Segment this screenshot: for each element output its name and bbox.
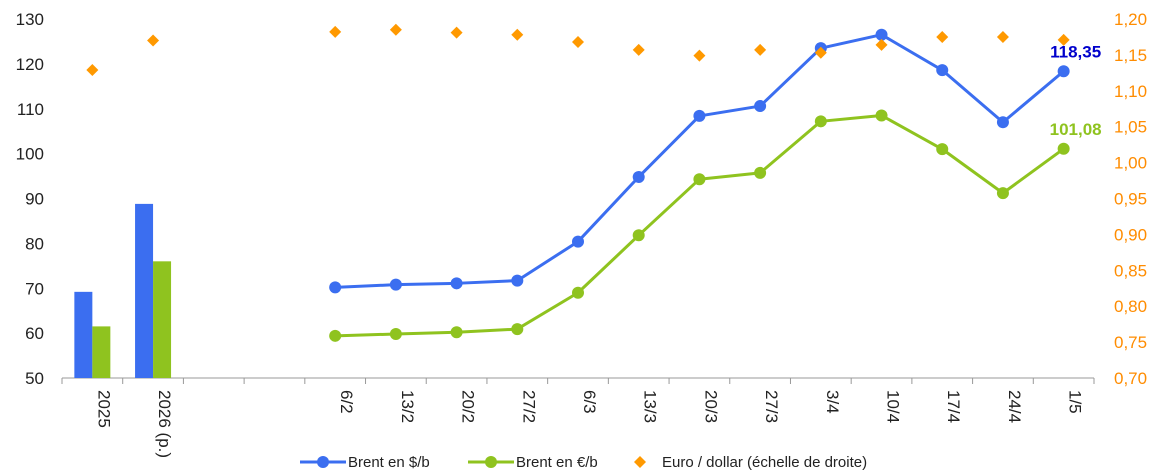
eurusd-point (1057, 33, 1070, 46)
left-tick-label: 50 (25, 369, 44, 388)
right-axis: 0,70 0,75 0,80 0,85 0,90 0,95 1,00 1,05 1,10 1,15… (1114, 10, 1147, 388)
x-tick-label: 1/5 (1066, 390, 1085, 414)
right-tick-label: 0,85 (1114, 261, 1147, 280)
eurusd-point (329, 25, 342, 38)
eurusd-point (147, 34, 160, 47)
series-1-point (450, 326, 463, 339)
bar-eur-0 (92, 326, 111, 378)
series-0-point (1057, 65, 1070, 78)
series-1-point (754, 166, 767, 179)
bar-eur-1 (153, 261, 172, 378)
right-tick-label: 0,95 (1114, 190, 1147, 209)
left-tick-label: 110 (17, 100, 44, 119)
eurusd-point (754, 43, 767, 56)
x-tick-label: 2025 (94, 390, 113, 428)
left-axis: 50 60 70 80 90 100 110 120 130 (16, 10, 44, 388)
lines (329, 28, 1070, 342)
eurusd-point (511, 28, 524, 41)
series-0-point (875, 28, 888, 41)
right-tick-label: 1,00 (1114, 154, 1147, 173)
series-0-point (632, 170, 645, 183)
left-tick-label: 60 (25, 324, 44, 343)
eurusd-point (936, 30, 949, 43)
series-1-point (875, 109, 888, 122)
left-tick-label: 100 (16, 145, 44, 164)
x-tick-label: 27/2 (519, 390, 538, 423)
eurusd-point (86, 63, 99, 76)
right-tick-label: 0,90 (1114, 225, 1147, 244)
x-tick-label: 3/4 (823, 390, 842, 414)
series-1-point (572, 286, 584, 299)
data-label-1: 101,08 (1050, 120, 1102, 139)
left-tick-label: 70 (25, 279, 44, 298)
data-label-0: 118,35 (1050, 42, 1101, 61)
legend-label-2: Euro / dollar (échelle de droite) (662, 454, 867, 471)
series-0-point (329, 281, 342, 294)
series-line-0 (335, 33, 1065, 289)
scatter (86, 23, 1070, 76)
series-0-point (693, 109, 706, 122)
bar-usd-0 (74, 291, 93, 378)
series-0-point (511, 274, 524, 287)
bars (74, 203, 172, 378)
right-tick-label: 1,20 (1114, 10, 1147, 29)
series-0-point (572, 235, 584, 248)
right-tick-label: 0,75 (1114, 333, 1147, 352)
series-0-point (450, 277, 463, 290)
series-1-point (693, 173, 706, 186)
series-1-point (632, 229, 645, 242)
x-tick-label: 6/3 (580, 390, 599, 414)
x-tick-label: 13/2 (398, 390, 417, 423)
eurusd-point (450, 26, 463, 39)
legend: Brent en $/b Brent en €/b Euro / dollar (é… (300, 454, 867, 471)
data-labels: 118,35 101,08 (1050, 42, 1102, 138)
left-tick-label: 130 (16, 10, 44, 29)
series-1-point (389, 328, 402, 341)
right-tick-label: 1,15 (1114, 46, 1147, 65)
right-tick-label: 1,10 (1114, 82, 1147, 101)
series-1-point (1057, 142, 1070, 155)
bar-usd-1 (135, 203, 154, 378)
series-0-point (754, 100, 767, 113)
eurusd-point (632, 43, 645, 56)
x-tick-label: 24/4 (1005, 390, 1024, 423)
eurusd-point (389, 23, 402, 36)
eurusd-point (996, 30, 1009, 43)
x-tick-label: 10/4 (884, 390, 903, 423)
legend-label-0: Brent en $/b (348, 454, 430, 471)
legend-marker-2 (634, 456, 646, 468)
series-0-point (996, 116, 1009, 129)
legend-marker-0 (317, 456, 329, 468)
series-0-point (936, 64, 949, 77)
right-tick-label: 1,05 (1114, 118, 1147, 137)
x-axis: 2025 2026 (p.) 6/2 13/2 20/2 27/2 6/3 13/3 20/3 2… (61, 377, 1095, 458)
eurusd-point (572, 35, 584, 48)
x-tick-label: 2026 (p.) (155, 390, 174, 458)
series-1-point (996, 187, 1009, 200)
x-tick-label: 13/3 (641, 390, 660, 423)
left-tick-label: 80 (25, 234, 44, 253)
x-tick-label: 17/4 (944, 390, 963, 423)
x-tick-label: 27/3 (762, 390, 781, 423)
series-1-point (814, 115, 827, 128)
eurusd-point (814, 46, 827, 59)
eurusd-point (693, 49, 706, 62)
left-tick-label: 90 (25, 190, 44, 209)
series-1-point (511, 323, 524, 336)
legend-marker-1 (485, 456, 497, 468)
left-tick-label: 120 (16, 55, 44, 74)
x-tick-label: 20/2 (459, 390, 478, 423)
series-1-point (329, 329, 342, 342)
series-line-1 (335, 113, 1065, 338)
series-1-point (936, 143, 949, 156)
right-tick-label: 0,70 (1114, 369, 1147, 388)
x-tick-label: 6/2 (337, 390, 356, 414)
x-tick-label: 20/3 (701, 390, 720, 423)
series-0-point (389, 278, 402, 291)
eurusd-point (875, 38, 888, 51)
right-tick-label: 0,80 (1114, 297, 1147, 316)
legend-label-1: Brent en €/b (516, 454, 598, 471)
